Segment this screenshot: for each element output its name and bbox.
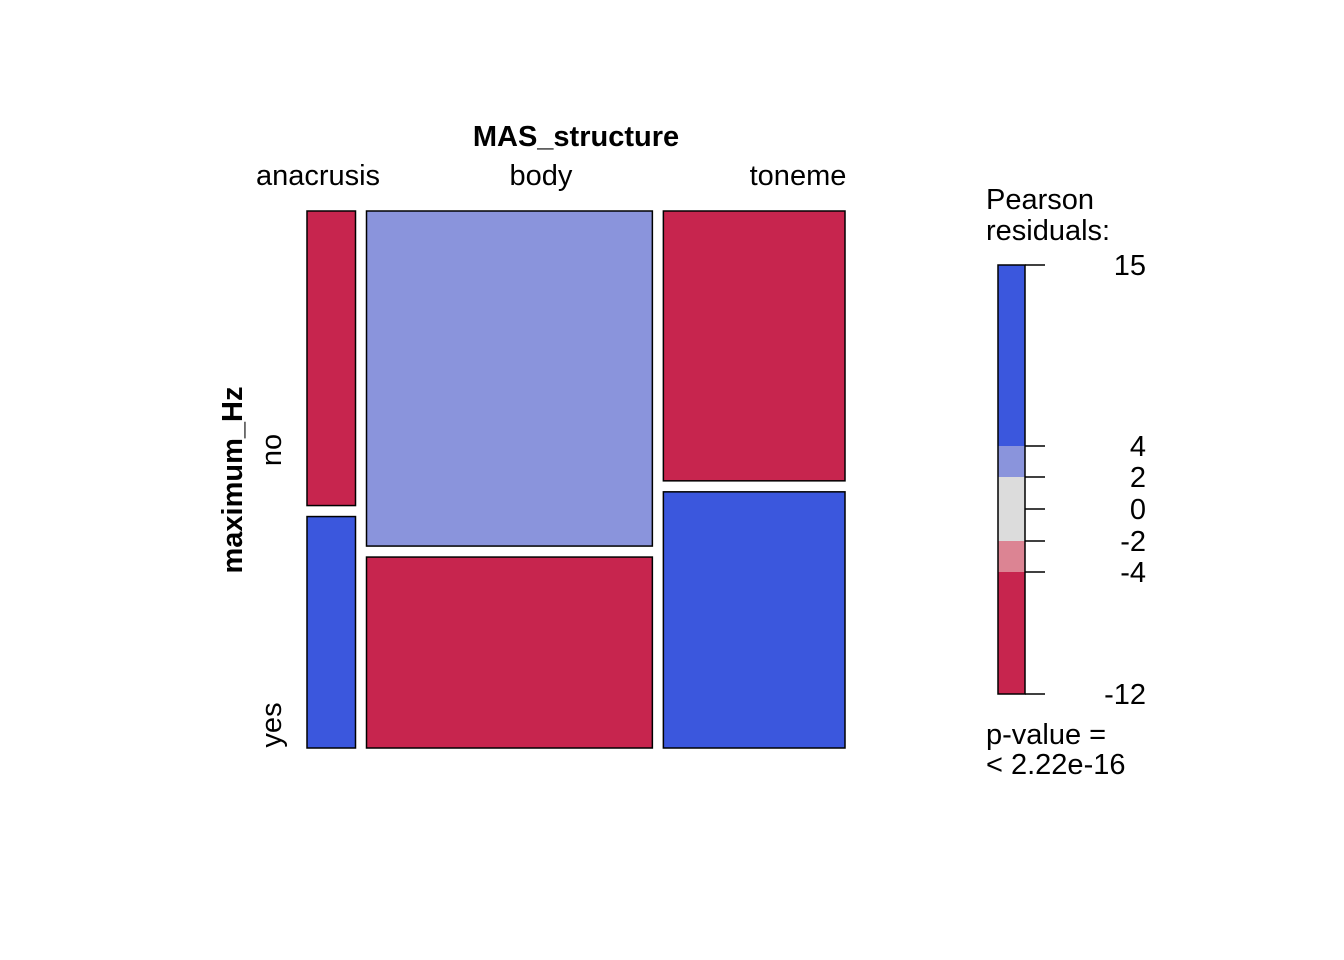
legend-tick-label-5: -4 bbox=[1120, 557, 1146, 589]
legend-band-0 bbox=[998, 265, 1025, 446]
tile-body-no bbox=[365, 210, 654, 547]
residual-legend: Pearson residuals: 15 420-2-4 -12 p-value … bbox=[986, 184, 1146, 781]
legend-color-bar bbox=[997, 264, 1026, 695]
legend-tick-label-4: -2 bbox=[1120, 526, 1146, 558]
p-value-line-2: < 2.22e-16 bbox=[986, 749, 1125, 781]
legend-tick-label-2: 2 bbox=[1130, 462, 1146, 494]
mosaic-tiles bbox=[306, 210, 846, 749]
column-variable-label: MAS_structure bbox=[473, 121, 679, 153]
tile-toneme-yes bbox=[662, 491, 846, 749]
column-label-anacrusis: anacrusis bbox=[256, 160, 380, 192]
legend-title-line-2: residuals: bbox=[986, 215, 1110, 247]
legend-band-1 bbox=[998, 446, 1025, 477]
legend-tick-label-0: 15 bbox=[1114, 250, 1146, 282]
p-value-line-1: p-value = bbox=[986, 719, 1106, 751]
legend-band-4 bbox=[998, 572, 1025, 694]
column-label-body: body bbox=[510, 160, 573, 192]
legend-band-3 bbox=[998, 541, 1025, 572]
row-label-no: no bbox=[256, 434, 288, 466]
legend-tick-label-6: -12 bbox=[1104, 679, 1146, 711]
tile-toneme-no bbox=[662, 210, 846, 482]
row-variable-label: maximum_Hz bbox=[217, 387, 249, 574]
legend-bar-border bbox=[997, 264, 1026, 695]
legend-axis: 15 420-2-4 -12 bbox=[1025, 250, 1146, 711]
legend-tick-label-1: 4 bbox=[1130, 431, 1146, 463]
legend-band-2 bbox=[998, 477, 1025, 541]
legend-tick-label-3: 0 bbox=[1130, 494, 1146, 526]
column-labels: anacrusis body toneme bbox=[256, 160, 846, 192]
legend-title-line-1: Pearson bbox=[986, 184, 1094, 216]
tile-body-yes bbox=[365, 556, 654, 749]
tile-anacrusis-no bbox=[306, 210, 357, 507]
column-label-toneme: toneme bbox=[750, 160, 847, 192]
row-labels: no yes bbox=[256, 434, 288, 748]
row-label-yes: yes bbox=[256, 702, 288, 747]
tile-anacrusis-yes bbox=[306, 515, 357, 749]
